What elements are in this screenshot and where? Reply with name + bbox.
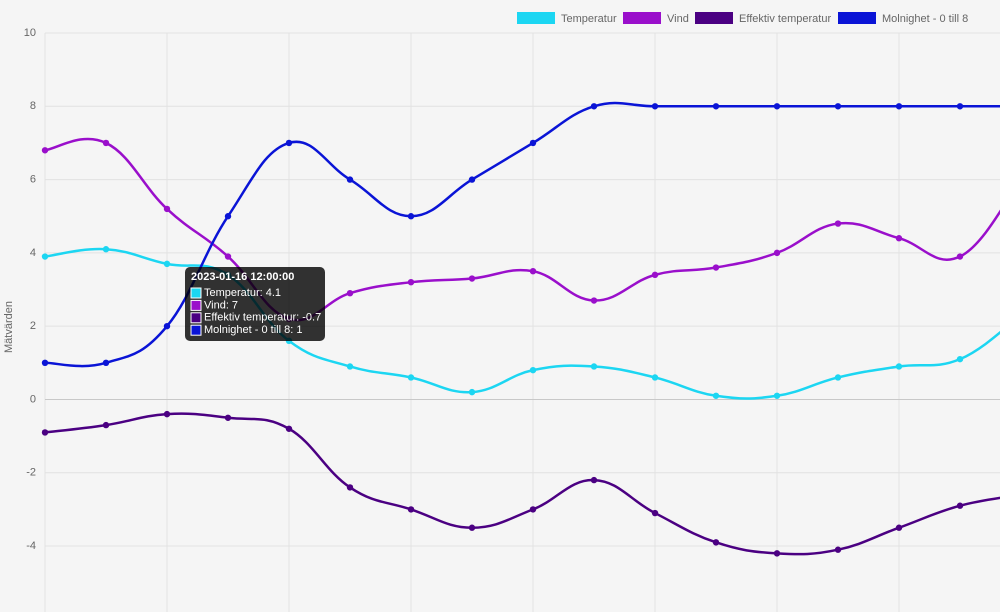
point xyxy=(346,176,354,183)
y-tick-label: 2 xyxy=(30,320,36,332)
point xyxy=(407,506,415,513)
y-tick-label: 4 xyxy=(30,247,36,259)
legend-label: Vind xyxy=(667,13,689,25)
point xyxy=(895,363,903,370)
point xyxy=(529,139,537,147)
tooltip-line: Vind: 7 xyxy=(204,299,238,311)
point xyxy=(102,359,110,367)
point xyxy=(773,249,781,257)
point xyxy=(590,363,598,370)
point xyxy=(468,388,476,396)
point xyxy=(224,253,232,260)
point xyxy=(346,289,354,297)
tooltip-line: Molnighet - 0 till 8: 1 xyxy=(204,324,302,336)
tooltip-line: Effektiv temperatur: -0.7 xyxy=(204,312,321,324)
legend-label: Effektiv temperatur xyxy=(739,13,831,25)
legend-swatch xyxy=(623,12,661,24)
point xyxy=(102,139,110,147)
tooltip-title: 2023-01-16 12:00:00 xyxy=(191,271,294,283)
point xyxy=(224,213,232,220)
point xyxy=(590,103,598,110)
point xyxy=(41,429,49,436)
point xyxy=(224,414,232,421)
point xyxy=(590,297,598,304)
point xyxy=(407,213,415,220)
point xyxy=(468,275,476,282)
point xyxy=(529,506,537,513)
point xyxy=(590,476,598,484)
point xyxy=(773,103,781,110)
point xyxy=(529,267,537,275)
point xyxy=(163,410,171,418)
point xyxy=(834,546,842,553)
tooltip-box xyxy=(185,267,325,341)
point xyxy=(285,139,293,147)
legend-label: Temperatur xyxy=(561,13,617,25)
point xyxy=(163,205,171,213)
y-tick-label: -4 xyxy=(26,540,36,552)
point xyxy=(407,278,415,286)
legend-swatch xyxy=(695,12,733,24)
point xyxy=(834,103,842,110)
legend-label: Molnighet - 0 till 8 xyxy=(882,13,968,25)
point xyxy=(346,363,354,370)
tooltip-line: Temperatur: 4.1 xyxy=(204,287,281,299)
point xyxy=(712,264,720,271)
point xyxy=(834,220,842,227)
y-tick-label: 8 xyxy=(30,100,36,112)
point xyxy=(651,271,659,279)
line xyxy=(44,412,1000,556)
point xyxy=(41,253,49,260)
tooltip-swatch xyxy=(190,312,202,324)
legend-swatch xyxy=(517,12,555,24)
point xyxy=(773,392,781,399)
point xyxy=(712,103,720,110)
y-axis-label: Mätvärden xyxy=(3,301,15,353)
point xyxy=(41,147,49,154)
point xyxy=(651,103,659,110)
point xyxy=(956,103,964,110)
point xyxy=(895,103,903,110)
point xyxy=(834,374,842,381)
point xyxy=(895,235,903,242)
y-tick-label: 6 xyxy=(30,173,36,185)
point xyxy=(468,524,476,531)
point xyxy=(529,366,537,374)
point xyxy=(651,509,659,517)
point xyxy=(468,176,476,183)
y-tick-label: 0 xyxy=(30,393,36,405)
point xyxy=(285,425,293,432)
point xyxy=(651,374,659,381)
y-tick-label: -2 xyxy=(26,467,36,479)
tooltip-swatch xyxy=(190,299,202,311)
point xyxy=(956,253,964,260)
point xyxy=(712,392,720,399)
point xyxy=(712,539,720,546)
point xyxy=(956,355,964,363)
point xyxy=(407,374,415,381)
tooltip-swatch xyxy=(190,287,202,299)
point xyxy=(102,246,110,253)
point xyxy=(346,484,354,491)
point xyxy=(102,421,110,429)
point xyxy=(163,322,171,330)
tooltip-swatch xyxy=(190,324,202,336)
tooltip: 2023-01-16 12:00:00 Temperatur: 4.1Vind: … xyxy=(185,267,325,341)
legend-swatch xyxy=(838,12,876,24)
point xyxy=(895,524,903,531)
point xyxy=(163,260,171,268)
point xyxy=(773,550,781,557)
point xyxy=(41,359,49,367)
point xyxy=(956,502,964,509)
y-tick-label: 10 xyxy=(24,27,36,39)
